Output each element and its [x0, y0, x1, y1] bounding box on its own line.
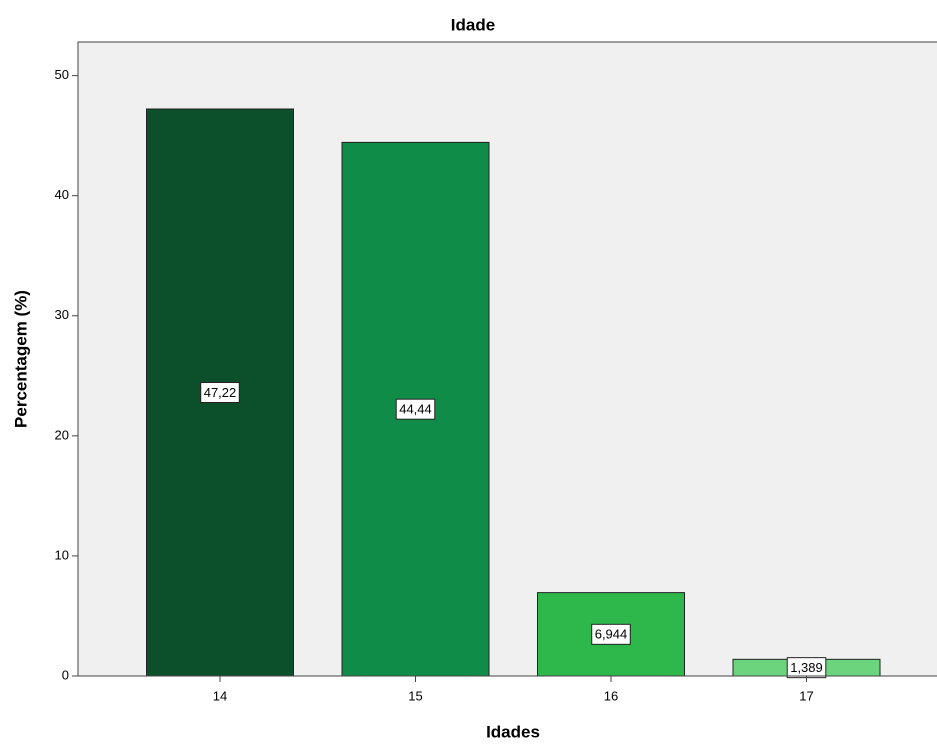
y-tick-label: 10: [55, 547, 69, 562]
y-axis-title: Percentagem (%): [11, 290, 30, 428]
value-label-box: [395, 398, 436, 420]
chart-title: Idade: [451, 15, 495, 34]
y-tick-label: 20: [55, 427, 69, 442]
value-label: 47,22: [204, 385, 237, 400]
x-tick-label: 16: [604, 688, 618, 703]
value-label: 1,389: [790, 660, 823, 675]
x-tick-label: 17: [799, 688, 813, 703]
value-label: 6,944: [595, 627, 628, 642]
y-tick-label: 30: [55, 307, 69, 322]
value-label-box: [200, 382, 240, 404]
y-tick-label: 40: [55, 187, 69, 202]
value-label: 44,44: [399, 402, 432, 417]
x-tick-label: 15: [408, 688, 422, 703]
x-tick-label: 14: [213, 688, 227, 703]
y-tick-label: 0: [62, 667, 69, 682]
value-label-box: [591, 623, 631, 645]
x-axis-title: Idades: [486, 722, 540, 741]
y-tick-label: 50: [55, 67, 69, 82]
